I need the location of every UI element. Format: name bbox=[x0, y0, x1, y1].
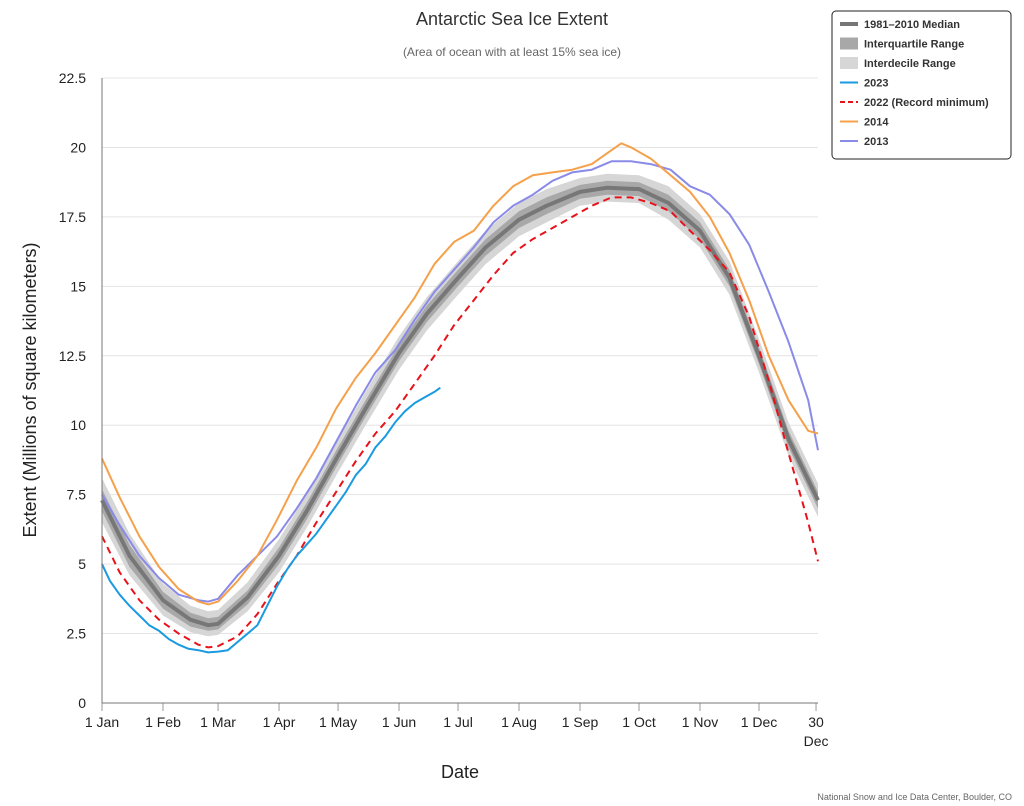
credit-text: National Snow and Ice Data Center, Bould… bbox=[817, 792, 1012, 802]
range-bands bbox=[102, 173, 818, 637]
series-line-2022 bbox=[101, 196, 819, 649]
x-tick-label: 1 Sep bbox=[562, 714, 599, 730]
legend-swatch bbox=[840, 57, 858, 69]
series-line-2013 bbox=[101, 160, 819, 603]
x-tick-label: 1 Aug bbox=[501, 714, 537, 730]
legend-label: 1981–2010 Median bbox=[864, 19, 960, 31]
x-tick-label: 1 May bbox=[319, 714, 357, 730]
series-line-2014 bbox=[101, 142, 819, 606]
chart-title: Antarctic Sea Ice Extent bbox=[416, 9, 608, 29]
legend-item[interactable]: 2022 (Record minimum) bbox=[840, 97, 989, 109]
legend-item[interactable]: 2023 bbox=[840, 78, 888, 90]
chart-subtitle: (Area of ocean with at least 15% sea ice… bbox=[403, 45, 621, 59]
interquartile-range-band bbox=[102, 180, 818, 631]
legend-item[interactable]: 2013 bbox=[840, 136, 888, 148]
x-tick-label: 1 Dec bbox=[741, 714, 778, 730]
y-tick-label: 15 bbox=[70, 278, 86, 294]
legend-item[interactable]: 2014 bbox=[840, 117, 889, 129]
x-tick-label: 30 bbox=[808, 714, 824, 730]
y-tick-label: 5 bbox=[78, 556, 86, 572]
axes bbox=[101, 78, 818, 711]
y-tick-label: 10 bbox=[70, 417, 86, 433]
y-tick-label: 20 bbox=[70, 139, 86, 155]
legend-label: 2013 bbox=[864, 136, 888, 148]
legend-item[interactable]: Interquartile Range bbox=[840, 37, 964, 51]
x-tick-labels: 1 Jan 1 Feb 1 Mar 1 Apr 1 May 1 Jun 1 Jul 1 Aug… bbox=[85, 714, 829, 749]
x-axis-title: Date bbox=[441, 762, 479, 782]
series-line-2023 bbox=[101, 386, 441, 654]
x-tick-label: 1 Oct bbox=[622, 714, 656, 730]
legend-box bbox=[831, 10, 1012, 160]
x-tick-label: 1 Jul bbox=[443, 714, 473, 730]
y-tick-label: 12.5 bbox=[59, 348, 86, 364]
legend-label: 2022 (Record minimum) bbox=[864, 97, 989, 109]
y-tick-label: 0 bbox=[78, 695, 86, 711]
legend-label: 2014 bbox=[864, 117, 889, 129]
legend-item[interactable]: 1981–2010 Median bbox=[840, 19, 960, 31]
legend-label: Interdecile Range bbox=[864, 58, 956, 70]
x-tick-label: 1 Jan bbox=[85, 714, 119, 730]
y-tick-label: 22.5 bbox=[59, 70, 86, 86]
x-tick-label: 1 Feb bbox=[145, 714, 181, 730]
legend[interactable]: 1981–2010 Median Interquartile Range Inter… bbox=[831, 10, 1012, 160]
grid-lines bbox=[102, 77, 818, 635]
y-tick-label: 17.5 bbox=[59, 209, 86, 225]
y-axis-title: Extent (Millions of square kilometers) bbox=[20, 242, 40, 537]
legend-label: 2023 bbox=[864, 78, 888, 90]
x-tick-label: 1 Apr bbox=[263, 714, 296, 730]
x-tick-label-line2: Dec bbox=[804, 733, 829, 749]
y-tick-label: 7.5 bbox=[67, 487, 87, 503]
x-tick-label: 1 Nov bbox=[682, 714, 719, 730]
legend-item[interactable]: Interdecile Range bbox=[840, 57, 956, 70]
y-tick-labels: 0 2.5 5 7.5 10 12.5 15 17.5 20 22.5 bbox=[59, 70, 86, 711]
legend-swatch bbox=[840, 37, 858, 50]
series-lines bbox=[100, 142, 820, 654]
x-tick-label: 1 Mar bbox=[200, 714, 236, 730]
interdecile-range-band bbox=[102, 173, 818, 637]
median-line bbox=[100, 185, 820, 628]
y-tick-label: 2.5 bbox=[67, 626, 87, 642]
legend-label: Interquartile Range bbox=[864, 39, 964, 51]
x-tick-label: 1 Jun bbox=[382, 714, 416, 730]
